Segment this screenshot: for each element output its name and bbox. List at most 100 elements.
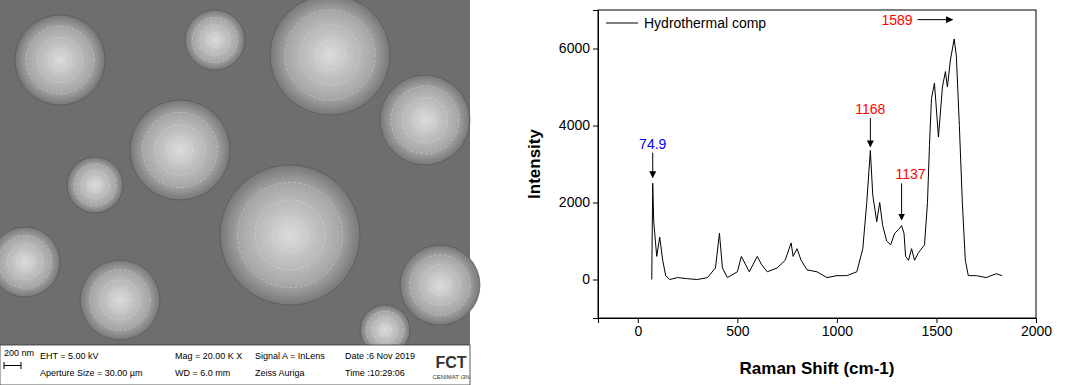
y-axis-line [593,11,599,319]
texture [273,218,308,253]
y-tick: 6000 [559,40,598,56]
texture [270,0,390,115]
texture [155,125,205,175]
annotation-label: 74.9 [639,136,666,152]
y-tick: 0 [582,271,598,287]
texture [285,10,375,100]
texture [315,40,345,70]
info-text: Time :10:29:06 [345,368,405,378]
image-background [0,0,470,345]
y-tick: 2000 [559,194,598,210]
spectrum-line [652,39,1002,280]
x-tick: 1000 [822,318,853,339]
x-tick: 0 [634,318,642,339]
info-text: Aperture Size = 30.00 µm [40,368,143,378]
logo-subtitle: CENIMAT i3N [432,374,469,380]
x-axis-title: Raman Shift (cm-1) [740,359,895,378]
annotation-arrow [870,118,871,147]
y-tick: 4000 [559,117,598,133]
texture [74,164,116,206]
y-tick-label: 2000 [559,194,590,210]
info-text: EHT = 5.00 kV [40,351,99,361]
texture [0,236,51,289]
texture [379,324,392,337]
y-tick-mark [593,203,598,204]
texture [26,26,94,94]
texture [400,245,480,325]
texture [49,49,72,72]
plot-frame [598,10,1036,318]
texture [143,113,218,188]
texture [67,157,123,213]
chart: 0 500 1000 1500 2000 0 2000 4000 6000 Raman Shift… [525,10,1052,378]
texture [90,270,150,330]
x-tick-label: 1500 [921,323,952,339]
texture [168,138,193,163]
y-tick-mark [593,280,598,281]
x-tick-label: 0 [634,323,642,339]
x-axis-line [599,319,1037,324]
texture [255,200,325,270]
x-tick-label: 500 [726,323,750,339]
texture [80,260,160,340]
texture [420,265,460,305]
texture [403,98,448,143]
texture [16,253,34,271]
y-tick-label: 0 [582,271,590,287]
texture [88,178,102,192]
texture [38,38,83,83]
legend-swatch [606,23,638,24]
texture [208,33,223,48]
annotation-arrow [901,183,902,219]
annotation-label: 1168 [855,101,885,117]
annotation-label: 1589 [881,12,912,28]
x-tick-label: 1000 [822,323,853,339]
scale-bar-label: 200 nm [4,348,34,358]
texture [373,318,398,343]
texture [414,109,437,132]
texture [0,227,60,297]
annotation-arrow [918,19,953,20]
texture [81,171,109,199]
info-text: Zeiss Auriga [255,368,305,378]
texture [8,245,43,280]
y-tick-mark [593,49,598,50]
texture [220,165,360,305]
texture [430,275,450,295]
texture [366,311,404,349]
texture [380,75,470,165]
y-axis-title: Intensity [525,129,544,199]
x-axis: 0 500 1000 1500 2000 [599,318,1053,339]
texture [200,25,230,55]
info-text: WD = 6.0 mm [175,368,230,378]
texture [185,10,245,70]
info-bar: 200 nm EHT = 5.00 kV Aperture Size = 30.00… [0,345,470,385]
texture [193,18,238,63]
legend-label: Hydrothermal comp [644,15,766,31]
x-tick: 500 [726,318,750,339]
x-tick-label: 2000 [1021,323,1052,339]
texture [410,255,470,315]
texture [15,15,105,105]
texture [238,183,343,288]
texture [130,100,230,200]
y-tick-label: 4000 [559,117,590,133]
annotation-label: 1137 [896,166,926,182]
y-axis: 0 2000 4000 6000 [559,11,599,319]
annotations: 74.9 1168 1137 1589 [639,12,952,220]
scale-bar [4,362,21,369]
texture [391,86,459,154]
annotation-arrow [652,153,653,178]
legend: Hydrothermal comp [606,15,766,31]
x-tick: 2000 [1021,318,1052,339]
x-tick: 1500 [921,318,952,339]
texture [100,280,140,320]
texture [110,290,130,310]
info-text: Signal A = InLens [255,351,325,361]
info-bar-background [0,345,470,385]
info-text: Mag = 20.00 K X [175,351,242,361]
plot-area [652,39,1002,280]
info-text: Date :6 Nov 2019 [345,351,415,361]
y-tick-mark [593,126,598,127]
texture [300,25,360,85]
